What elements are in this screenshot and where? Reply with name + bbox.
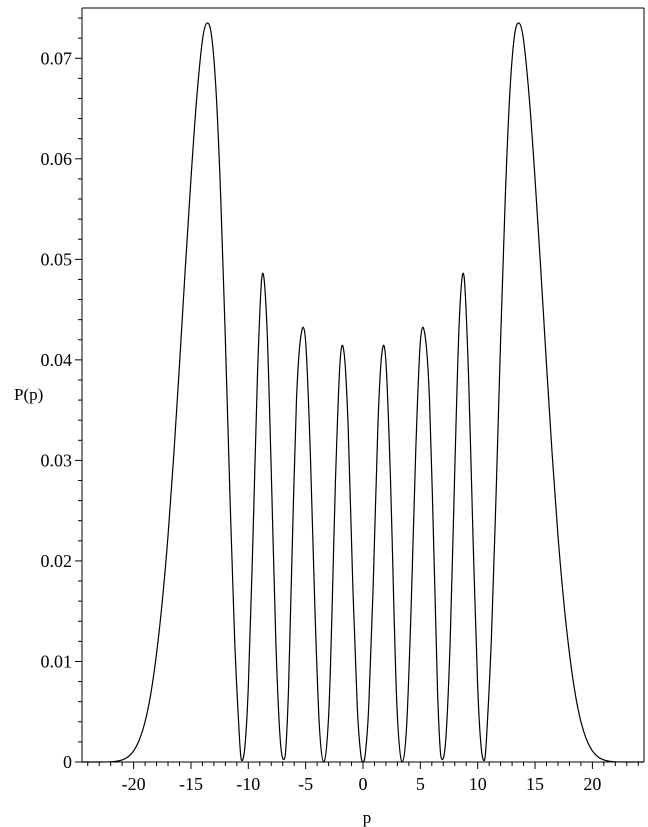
tick-marks [75,17,639,769]
y-axis-label: P(p) [14,385,43,404]
y-tick-label: 0.01 [41,651,73,671]
y-tick-label: 0.07 [41,48,73,68]
x-tick-label: 5 [416,774,425,794]
x-tick-label: 20 [583,774,601,794]
x-tick-label: -20 [122,774,146,794]
x-tick-label: 10 [469,774,487,794]
x-tick-label: -15 [179,774,203,794]
y-tick-label: 0.02 [41,551,73,571]
y-tick-label: 0.03 [41,450,73,470]
series-line [82,22,644,763]
axes [81,7,645,763]
tick-labels: -20 -15 -10 -5 0 5 10 15 20 0 0.01 0.02 0.03 0.04 0.05… [41,48,602,794]
y-tick-label: 0.05 [41,249,73,269]
y-tick-label: 0 [63,752,72,772]
x-tick-label: 0 [359,774,368,794]
x-axis-label: p [363,808,372,827]
x-tick-label: -5 [298,774,313,794]
x-tick-label: -10 [236,774,260,794]
x-tick-label: 15 [526,774,544,794]
y-tick-label: 0.06 [41,149,73,169]
y-tick-label: 0.04 [41,350,73,370]
